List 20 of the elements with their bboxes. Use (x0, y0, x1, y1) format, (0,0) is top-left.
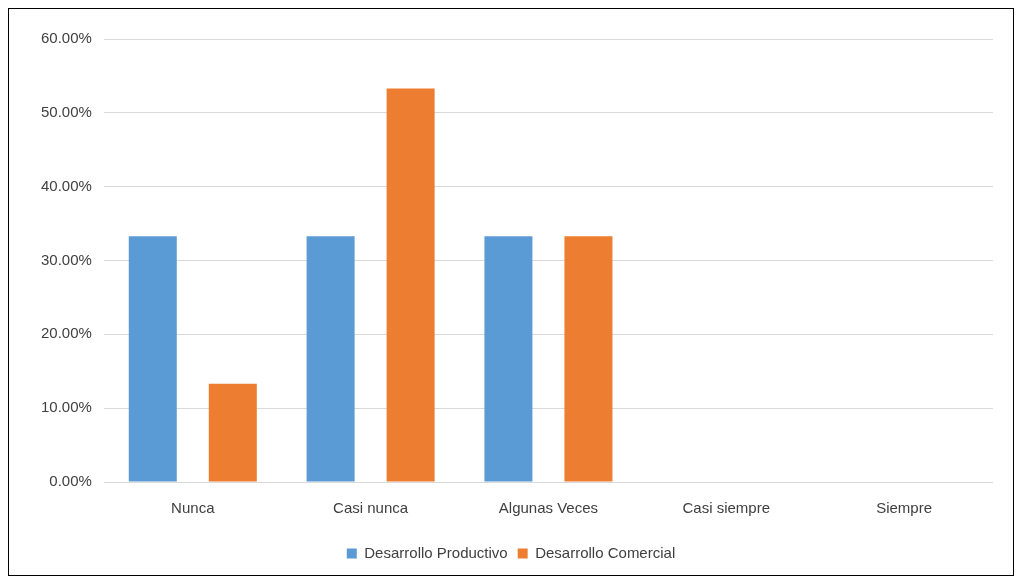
bar (484, 236, 533, 482)
y-tick-label: 0.00% (49, 472, 92, 490)
y-tick-label: 40.00% (41, 176, 92, 194)
legend-label: Desarrollo Comercial (535, 543, 676, 561)
y-tick-label: 60.00% (41, 29, 92, 47)
y-tick-label: 10.00% (41, 398, 92, 416)
y-tick-label: 50.00% (41, 102, 92, 120)
bar (208, 383, 257, 482)
x-tick-label: Nunca (171, 499, 216, 517)
y-tick-label: 20.00% (41, 324, 92, 342)
bar (564, 236, 613, 482)
bar (306, 236, 355, 482)
x-tick-label: Algunas Veces (498, 499, 599, 517)
legend-label: Desarrollo Productivo (364, 543, 508, 561)
x-tick-label: Casi nunca (333, 499, 409, 517)
y-tick-label: 30.00% (41, 250, 92, 268)
x-tick-label: Siempre (876, 499, 933, 517)
bar (128, 236, 177, 482)
bar (386, 88, 435, 482)
x-tick-label: Casi siempre (682, 499, 771, 517)
